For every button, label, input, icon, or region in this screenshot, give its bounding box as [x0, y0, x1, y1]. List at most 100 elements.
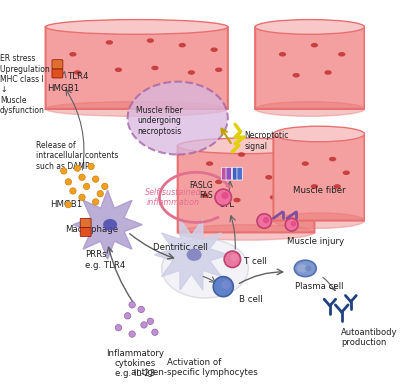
Ellipse shape [311, 184, 318, 189]
Ellipse shape [70, 188, 76, 194]
Text: Macrophage: Macrophage [66, 225, 119, 234]
Text: Muscle injury: Muscle injury [287, 236, 344, 246]
Ellipse shape [115, 67, 122, 72]
Ellipse shape [129, 331, 135, 337]
Ellipse shape [106, 40, 113, 45]
Text: Muscle fiber
undergoing
necroptosis: Muscle fiber undergoing necroptosis [136, 106, 183, 136]
Ellipse shape [74, 70, 81, 75]
Ellipse shape [230, 254, 238, 261]
FancyBboxPatch shape [80, 218, 91, 228]
Ellipse shape [188, 70, 195, 75]
FancyBboxPatch shape [52, 69, 63, 78]
Ellipse shape [305, 266, 311, 271]
Ellipse shape [115, 324, 122, 331]
Text: CTL: CTL [218, 200, 234, 209]
Text: PRRs
e.g. TLR4: PRRs e.g. TLR4 [85, 250, 125, 270]
Ellipse shape [65, 202, 72, 208]
Ellipse shape [292, 73, 300, 77]
Ellipse shape [215, 67, 222, 72]
Ellipse shape [222, 192, 229, 199]
Ellipse shape [69, 52, 76, 57]
Text: Self-sustained
inflammation: Self-sustained inflammation [145, 188, 202, 207]
FancyBboxPatch shape [237, 167, 242, 180]
Ellipse shape [338, 52, 345, 57]
Ellipse shape [329, 157, 336, 161]
Ellipse shape [97, 190, 104, 197]
Ellipse shape [238, 152, 245, 157]
Ellipse shape [222, 280, 230, 289]
Ellipse shape [210, 48, 218, 52]
Ellipse shape [141, 322, 147, 328]
Text: FASLG
FAS: FASLG FAS [190, 181, 213, 200]
Ellipse shape [294, 260, 316, 277]
Ellipse shape [152, 329, 158, 336]
Ellipse shape [285, 218, 298, 231]
Ellipse shape [162, 239, 248, 298]
Ellipse shape [128, 82, 228, 154]
Ellipse shape [138, 306, 144, 313]
FancyBboxPatch shape [46, 27, 228, 109]
FancyBboxPatch shape [226, 167, 232, 180]
Ellipse shape [263, 217, 269, 223]
Ellipse shape [179, 43, 186, 48]
Ellipse shape [92, 176, 99, 182]
Ellipse shape [224, 251, 240, 267]
Ellipse shape [186, 248, 202, 261]
FancyBboxPatch shape [255, 27, 364, 109]
Ellipse shape [255, 101, 364, 116]
FancyBboxPatch shape [222, 167, 227, 180]
Text: Muscle fiber: Muscle fiber [293, 187, 345, 195]
Text: Necroptotic
signal: Necroptotic signal [244, 131, 289, 151]
Ellipse shape [273, 126, 364, 142]
Text: Activation of
antigen-specific lymphocytes: Activation of antigen-specific lymphocyt… [131, 358, 258, 377]
Ellipse shape [302, 166, 309, 170]
Text: T cell: T cell [244, 257, 267, 265]
Ellipse shape [92, 199, 99, 205]
FancyBboxPatch shape [178, 146, 314, 233]
Ellipse shape [324, 70, 332, 75]
Text: B cell: B cell [239, 295, 262, 304]
Ellipse shape [215, 180, 222, 184]
Polygon shape [154, 220, 228, 290]
Ellipse shape [265, 175, 272, 180]
Ellipse shape [83, 183, 90, 190]
Text: HMGB1: HMGB1 [47, 84, 80, 93]
Ellipse shape [302, 161, 309, 166]
Ellipse shape [334, 184, 341, 189]
FancyBboxPatch shape [273, 134, 364, 221]
Ellipse shape [147, 38, 154, 43]
FancyBboxPatch shape [52, 60, 63, 69]
Ellipse shape [178, 224, 314, 240]
Ellipse shape [88, 163, 94, 170]
Ellipse shape [151, 66, 158, 70]
Ellipse shape [102, 183, 108, 190]
Ellipse shape [311, 43, 318, 48]
Ellipse shape [233, 198, 240, 202]
Ellipse shape [178, 138, 314, 154]
FancyBboxPatch shape [232, 167, 238, 180]
Ellipse shape [206, 161, 213, 166]
Ellipse shape [215, 189, 232, 205]
Ellipse shape [343, 170, 350, 175]
FancyBboxPatch shape [80, 228, 91, 236]
Ellipse shape [274, 157, 282, 161]
Ellipse shape [79, 194, 85, 200]
Ellipse shape [201, 193, 209, 198]
Ellipse shape [65, 179, 72, 185]
Text: ER stress
Upregulation of
MHC class I
↓
Muscle
dysfunction: ER stress Upregulation of MHC class I ↓ … [0, 54, 60, 115]
Ellipse shape [270, 195, 277, 200]
Ellipse shape [129, 302, 135, 308]
Ellipse shape [103, 219, 117, 230]
Ellipse shape [213, 277, 233, 297]
Ellipse shape [257, 214, 272, 228]
Ellipse shape [46, 101, 228, 116]
Text: HMGB1: HMGB1 [50, 200, 82, 209]
Text: Plasma cell: Plasma cell [295, 282, 343, 291]
Ellipse shape [297, 264, 308, 272]
Ellipse shape [74, 165, 81, 171]
Ellipse shape [124, 313, 131, 319]
Text: Dentritic cell: Dentritic cell [153, 243, 208, 252]
Ellipse shape [291, 221, 296, 226]
Text: Release of
intracellular contents
such as DAMPs: Release of intracellular contents such a… [36, 141, 119, 171]
Ellipse shape [279, 52, 286, 57]
